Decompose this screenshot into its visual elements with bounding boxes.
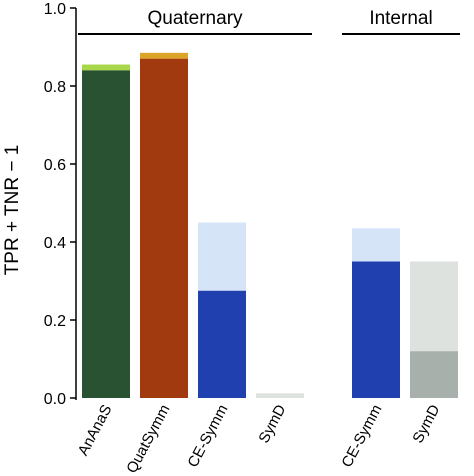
bar-upper-segment <box>410 261 458 352</box>
y-axis-label: TPR + TNR − 1 <box>2 145 23 276</box>
y-tick-label: 0.2 <box>44 313 66 330</box>
y-tick-label: 0.8 <box>44 79 66 96</box>
y-tick-label: 1.0 <box>44 1 66 18</box>
bars <box>82 52 458 399</box>
x-tick-label: CE-Symm <box>184 402 231 470</box>
bar-upper-segment <box>256 393 304 398</box>
y-axis: 0.0 0.2 0.4 0.6 0.8 1.0 <box>44 1 77 408</box>
group-label: Quaternary <box>147 8 243 29</box>
bar <box>410 351 458 398</box>
bar <box>198 290 246 398</box>
x-tick-label: SymD <box>409 402 443 446</box>
bar-upper-segment <box>198 222 246 291</box>
bar-upper-segment <box>140 52 188 59</box>
x-tick-labels: AnAnaS QuatSymm CE-Symm SymD CE-Symm SymD <box>75 402 444 476</box>
x-tick-label: CE-Symm <box>338 402 385 470</box>
x-tick-label: SymD <box>255 402 289 446</box>
y-tick-label: 0.4 <box>44 235 66 252</box>
bar <box>140 58 188 398</box>
x-tick-label: AnAnaS <box>75 402 116 459</box>
group-label: Internal <box>369 8 432 29</box>
group-headers: Quaternary Internal <box>78 8 460 35</box>
y-tick-label: 0.6 <box>44 157 66 174</box>
bar <box>82 70 130 399</box>
bar-upper-segment <box>352 228 400 262</box>
y-tick-label: 0.0 <box>44 391 66 408</box>
bar <box>352 261 400 398</box>
bar-upper-segment <box>82 64 130 71</box>
x-tick-label: QuatSymm <box>123 402 173 476</box>
